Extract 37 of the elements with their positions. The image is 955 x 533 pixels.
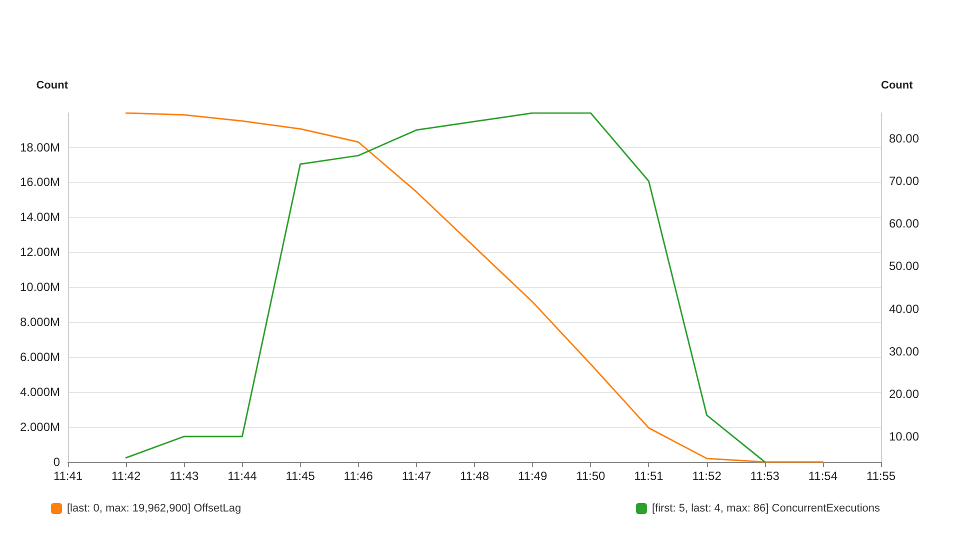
legend-label: [last: 0, max: 19,962,900] OffsetLag xyxy=(67,502,242,514)
x-tick-label: 11:46 xyxy=(344,469,374,483)
x-tick-label: 11:52 xyxy=(692,469,722,483)
y-tick-label: 6.000M xyxy=(20,350,60,364)
y-tick-label: 12.00M xyxy=(20,245,60,260)
y2-tick-label: 20.00 xyxy=(889,386,920,401)
y2-tick-label: 40.00 xyxy=(889,302,920,316)
y2-tick-label: 60.00 xyxy=(889,216,920,231)
x-tick-label: 11:47 xyxy=(402,469,432,483)
y-tick-label: 10.00M xyxy=(20,280,60,294)
y2-tick-label: 30.00 xyxy=(889,344,920,358)
x-tick-label: 11:48 xyxy=(460,469,490,483)
x-tick-label: 11:50 xyxy=(576,469,606,483)
legend-label: [first: 5, last: 4, max: 86] ConcurrentExecutions xyxy=(652,502,880,514)
y2-axis-title: Count xyxy=(881,80,914,92)
y-tick-label: 0 xyxy=(53,455,60,469)
y-tick-label: 4.000M xyxy=(20,385,60,400)
y2-tick-label: 70.00 xyxy=(889,174,920,188)
y2-tick-label: 10.00 xyxy=(889,429,920,444)
x-tick-label: 11:54 xyxy=(808,469,838,483)
x-tick-label: 11:53 xyxy=(750,469,780,483)
x-tick-label: 11:55 xyxy=(866,469,896,483)
x-tick-label: 11:41 xyxy=(53,469,83,483)
y-tick-label: 8.000M xyxy=(20,315,60,330)
y-tick-label: 18.00M xyxy=(20,140,60,154)
x-tick-label: 11:44 xyxy=(228,469,258,483)
y-tick-label: 14.00M xyxy=(20,210,60,224)
x-tick-label: 11:49 xyxy=(518,469,548,483)
x-tick-label: 11:51 xyxy=(634,469,664,483)
y2-tick-label: 50.00 xyxy=(889,259,920,274)
x-tick-label: 11:45 xyxy=(286,469,316,483)
y2-tick-label: 80.00 xyxy=(889,132,920,146)
y-tick-label: 2.000M xyxy=(20,420,60,434)
y-tick-label: 16.00M xyxy=(20,175,60,190)
x-tick-label: 11:42 xyxy=(112,469,141,483)
x-tick-label: 11:43 xyxy=(170,469,200,483)
y-axis-title: Count xyxy=(36,80,68,92)
